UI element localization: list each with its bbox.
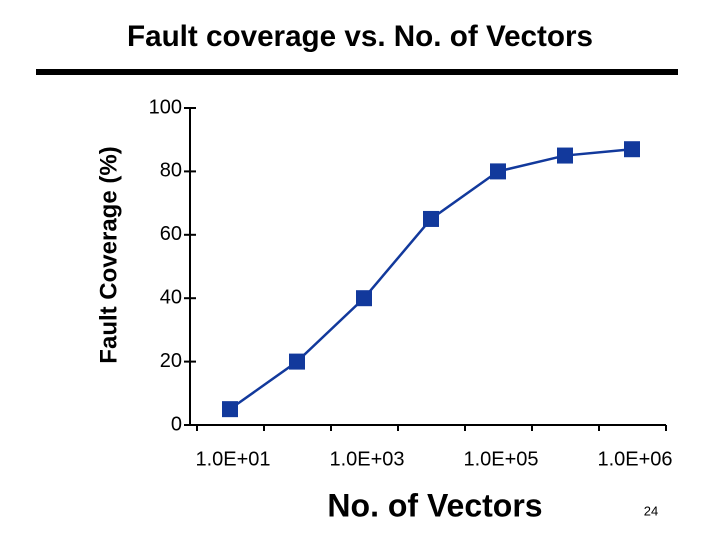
point-marker xyxy=(222,401,238,418)
x-tick-label: 1.0E+05 xyxy=(463,448,538,470)
chart-title: Fault coverage vs. No. of Vectors xyxy=(127,20,593,53)
y-tick-label: 20 xyxy=(160,350,182,372)
x-tick-label: 1.0E+03 xyxy=(329,448,404,470)
x-axis-label: No. of Vectors xyxy=(327,487,542,523)
series-line xyxy=(229,147,633,411)
point-marker xyxy=(423,210,439,227)
title-rule xyxy=(36,69,678,75)
y-tick-label: 0 xyxy=(171,413,182,435)
point-marker xyxy=(557,147,573,164)
y-tick-label: 60 xyxy=(160,223,182,245)
y-tick-label: 40 xyxy=(160,286,182,308)
y-tick-label: 80 xyxy=(160,160,182,182)
page-number: 24 xyxy=(644,503,658,518)
point-marker xyxy=(624,141,640,158)
y-axis-label: Fault Coverage (%) xyxy=(95,146,122,363)
x-tick-label: 1.0E+06 xyxy=(597,448,672,470)
point-marker xyxy=(490,163,506,180)
y-tick-label: 100 xyxy=(149,96,182,118)
x-tick-label: 1.0E+01 xyxy=(195,448,270,470)
point-marker xyxy=(289,353,305,370)
point-marker xyxy=(356,290,372,307)
